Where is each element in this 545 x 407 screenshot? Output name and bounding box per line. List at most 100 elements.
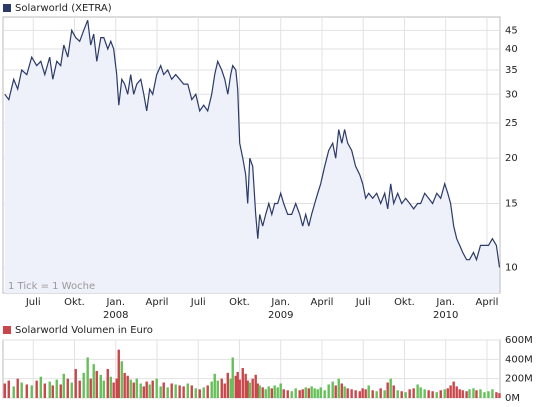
area — [4, 20, 500, 293]
volume-bar — [86, 357, 89, 398]
volume-bar — [120, 361, 123, 398]
volume-bar — [389, 378, 392, 398]
volume-bar — [423, 389, 426, 398]
volume-bar — [491, 389, 494, 398]
volume-bar — [375, 391, 378, 398]
volume-bar — [112, 382, 115, 398]
volume-bar — [435, 392, 438, 398]
volume-bar — [226, 372, 229, 398]
volume-bar — [99, 374, 102, 398]
volume-bar — [364, 389, 367, 398]
volume-bar — [319, 387, 322, 398]
y-tick-label: 30 — [505, 89, 518, 100]
volume-bar — [202, 387, 205, 398]
x-tick-label: Okt. — [64, 297, 85, 308]
legend-label: Solarworld (XETRA) — [15, 3, 112, 14]
volume-bar — [194, 388, 197, 398]
volume-bar — [316, 389, 319, 398]
volume-bar — [151, 380, 154, 398]
y-tick-label: 35 — [505, 65, 518, 76]
volume-bar — [354, 390, 357, 398]
volume-bar — [323, 390, 326, 398]
volume-bar — [174, 384, 177, 398]
volume-bar — [404, 392, 407, 398]
volume-bar — [82, 372, 85, 398]
volume-bar — [340, 383, 343, 398]
volume-bar — [126, 375, 129, 398]
volume-bar — [286, 390, 289, 398]
volume-bar — [155, 378, 158, 398]
volume-bar — [20, 382, 23, 398]
x-tick-label: Jan. — [435, 297, 455, 308]
volume-bar — [334, 385, 337, 398]
volume-bar — [166, 387, 169, 398]
volume-bar — [234, 375, 237, 398]
volume-bar — [231, 357, 234, 398]
volume-bar — [294, 388, 297, 398]
volume-bar — [7, 380, 10, 398]
y-tick-label: 25 — [505, 118, 518, 129]
volume-bar — [331, 381, 334, 398]
volume-bar — [419, 387, 422, 398]
volume-bar — [431, 391, 434, 398]
volume-bar — [461, 390, 464, 398]
volume-bar — [465, 391, 468, 398]
volume-bar — [206, 385, 209, 398]
volume-bar — [298, 390, 301, 398]
volume-bar — [267, 386, 270, 398]
volume-bar — [392, 385, 395, 398]
volume-bar — [261, 387, 264, 398]
volume-bar — [304, 387, 307, 398]
volume-bar — [279, 383, 282, 398]
volume-bar — [55, 379, 58, 398]
volume-bar — [238, 379, 241, 398]
volume-bar — [301, 389, 304, 398]
x-tick-label: April — [311, 297, 334, 308]
volume-bar — [182, 386, 185, 398]
volume-bar — [443, 389, 446, 398]
volume-bar — [89, 378, 92, 398]
y-tick-label: 15 — [505, 199, 518, 210]
volume-bar — [282, 389, 285, 398]
volume-bar — [379, 388, 382, 398]
volume-bar — [452, 381, 455, 398]
volume-bar — [59, 384, 62, 398]
x-tick-label: Okt. — [394, 297, 415, 308]
volume-bar — [198, 389, 201, 398]
volume-bar — [106, 369, 109, 398]
price-line — [4, 19, 501, 268]
volume-bar — [241, 368, 244, 398]
volume-bar — [117, 349, 120, 398]
volume-bar — [51, 385, 54, 398]
y-tick-label: 20 — [505, 153, 518, 164]
volume-bar — [178, 385, 181, 398]
volume-bar — [102, 380, 105, 398]
volume-bar — [475, 390, 478, 398]
volume-bar — [74, 369, 77, 398]
annotation: 1 Tick = 1 Woche — [8, 281, 95, 292]
volume-bar — [400, 391, 403, 398]
volume-bar — [313, 388, 316, 398]
volume-bar — [276, 387, 279, 398]
volume-bar — [346, 388, 349, 398]
volume-bar — [290, 391, 293, 398]
volume-bar — [190, 385, 193, 398]
x-tick-label: Juli — [355, 297, 371, 308]
volume-bar — [220, 378, 223, 398]
volume-bar — [123, 372, 126, 398]
x-tick-label: Juli — [190, 297, 206, 308]
volume-bar — [246, 380, 249, 398]
y-tick-label: 200M — [505, 374, 533, 385]
volume-bar — [92, 364, 95, 398]
volume-bar — [25, 384, 28, 398]
volume-bar — [439, 390, 442, 398]
volume-bar — [186, 383, 189, 398]
volume-bar — [343, 386, 346, 398]
volume-bar — [371, 390, 374, 398]
volume-bar — [229, 378, 232, 398]
volume-bar — [310, 386, 313, 398]
volume-bar — [396, 390, 399, 398]
volume-bar — [455, 386, 458, 398]
volume-bar — [254, 374, 257, 398]
volume-bar — [256, 383, 259, 398]
